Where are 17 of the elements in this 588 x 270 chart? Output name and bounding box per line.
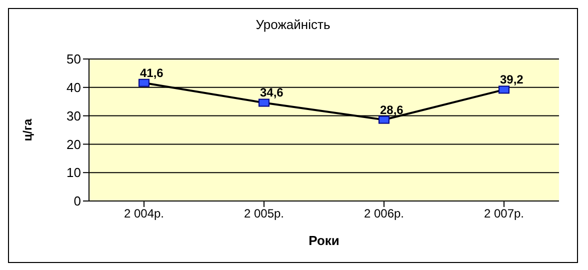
x-tick-label: 2 005р. [244,206,284,221]
chart-title: Урожайність [254,17,332,32]
y-tick-label: 40 [66,80,81,96]
y-tick-label: 50 [66,52,81,67]
x-tick-label: 2 007р. [484,206,524,221]
y-tick-label: 0 [74,194,81,209]
y-tick-label: 10 [66,165,81,180]
data-label: 28,6 [380,102,404,117]
data-label: 34,6 [260,86,284,100]
y-tick-label: 20 [66,136,81,152]
data-label: 39,2 [500,72,524,87]
x-axis-title: Роки [308,233,340,248]
x-tick-label: 2 006р. [364,206,404,221]
data-label: 41,6 [140,66,164,80]
y-tick-label: 30 [66,108,81,124]
x-tick-label: 2 004р. [124,206,164,221]
y-axis-title: ц/га [20,118,34,142]
